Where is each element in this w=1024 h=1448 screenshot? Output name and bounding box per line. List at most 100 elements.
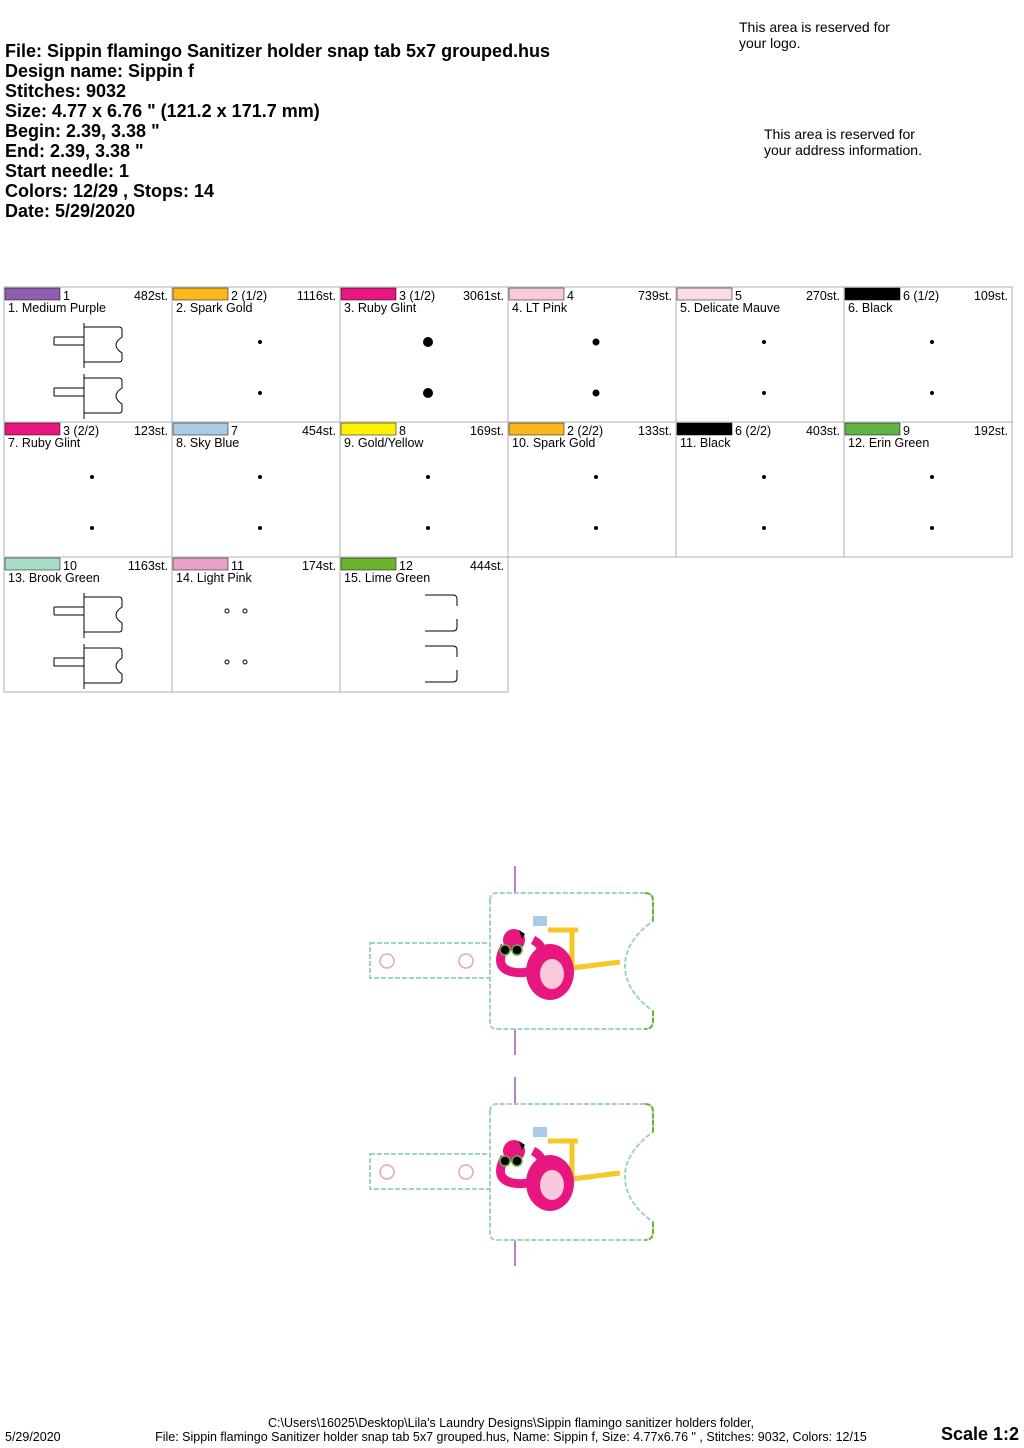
- thumb: [425, 645, 458, 683]
- thumb: [426, 526, 430, 530]
- thumb: [425, 594, 458, 632]
- logo-note: This area is reserved for: [739, 19, 890, 35]
- cell-border: [339, 556, 509, 693]
- thumb: [423, 337, 433, 347]
- color-swatch: [676, 287, 733, 301]
- color-cell: 12 444st. 15. Lime Green: [339, 556, 509, 693]
- color-cell: 8 169st. 9. Gold/Yellow: [339, 421, 509, 558]
- thumb: [592, 338, 600, 346]
- header-line: Colors: 12/29 , Stops: 14: [5, 181, 214, 201]
- needle-label: 6 (2/2): [735, 424, 771, 438]
- color-cell: 1 482st. 1. Medium Purple: [3, 286, 173, 423]
- needle-label: 3 (2/2): [63, 424, 99, 438]
- header-line: Size: 4.77 x 6.76 " (121.2 x 171.7 mm): [5, 101, 320, 121]
- color-swatch: [4, 287, 61, 301]
- color-cell: 2 (1/2) 1116st. 2. Spark Gold: [171, 286, 341, 423]
- stitch-count: 3061st.: [463, 289, 504, 303]
- color-cell: 5 270st. 5. Delicate Mauve: [675, 286, 845, 423]
- color-name: 15. Lime Green: [344, 571, 430, 585]
- color-name: 3. Ruby Glint: [344, 301, 417, 315]
- thumb: [592, 389, 600, 397]
- color-name: 6. Black: [848, 301, 893, 315]
- thumb: [426, 475, 430, 479]
- color-swatch: [4, 422, 61, 436]
- header-line: Date: 5/29/2020: [5, 201, 135, 221]
- needle-label: 7: [231, 424, 238, 438]
- thumb: [53, 593, 123, 638]
- stitch-count: 454st.: [302, 424, 336, 438]
- color-name: 10. Spark Gold: [512, 436, 595, 450]
- color-name: 9. Gold/Yellow: [344, 436, 424, 450]
- stitch-count: 444st.: [470, 559, 504, 573]
- thumb: [594, 526, 598, 530]
- color-cell: 6 (1/2) 109st. 6. Black: [843, 286, 1013, 423]
- thumb: [53, 374, 123, 419]
- thumb: [242, 608, 248, 614]
- logo-note: your logo.: [739, 35, 800, 51]
- header-line: Stitches: 9032: [5, 81, 126, 101]
- thumb: [224, 659, 230, 665]
- stitch-count: 123st.: [134, 424, 168, 438]
- stitch-count: 192st.: [974, 424, 1008, 438]
- needle-label: 11: [231, 559, 244, 573]
- thumb: [930, 391, 934, 395]
- header-line: Start needle: 1: [5, 161, 129, 181]
- color-swatch: [508, 422, 565, 436]
- thumb: [930, 340, 934, 344]
- color-swatch: [676, 422, 733, 436]
- thumb: [762, 526, 766, 530]
- thumb: [90, 526, 94, 530]
- needle-label: 4: [567, 289, 574, 303]
- color-cell: 11 174st. 14. Light Pink: [171, 556, 341, 693]
- header-line: Begin: 2.39, 3.38 ": [5, 121, 160, 141]
- thumb: [762, 475, 766, 479]
- thumb: [242, 659, 248, 665]
- color-cell: 3 (1/2) 3061st. 3. Ruby Glint: [339, 286, 509, 423]
- design-preview: [370, 866, 653, 1055]
- color-swatch: [172, 557, 229, 571]
- thumb: [258, 475, 262, 479]
- thumb: [423, 388, 433, 398]
- needle-label: 8: [399, 424, 406, 438]
- color-cell: 9 192st. 12. Erin Green: [843, 421, 1013, 558]
- footer-path: C:\Users\16025\Desktop\Lila's Laundry De…: [268, 1416, 754, 1430]
- thumb: [930, 526, 934, 530]
- needle-label: 2 (1/2): [231, 289, 267, 303]
- color-name: 5. Delicate Mauve: [680, 301, 780, 315]
- needle-label: 2 (2/2): [567, 424, 603, 438]
- needle-label: 10: [63, 559, 77, 573]
- color-swatch: [340, 422, 397, 436]
- needle-label: 12: [399, 559, 413, 573]
- color-swatch: [340, 287, 397, 301]
- thumb: [258, 526, 262, 530]
- header-line: Design name: Sippin f: [5, 61, 195, 81]
- color-cell: 6 (2/2) 403st. 11. Black: [675, 421, 845, 558]
- stitch-count: 174st.: [302, 559, 336, 573]
- color-name: 13. Brook Green: [8, 571, 100, 585]
- stitch-count: 482st.: [134, 289, 168, 303]
- needle-label: 1: [63, 289, 70, 303]
- footer-scale: Scale 1:2: [941, 1424, 1019, 1444]
- stitch-count: 133st.: [638, 424, 672, 438]
- color-name: 4. LT Pink: [512, 301, 568, 315]
- needle-label: 5: [735, 289, 742, 303]
- stitch-count: 403st.: [806, 424, 840, 438]
- thumb: [53, 323, 123, 368]
- cell-border: [843, 421, 1013, 558]
- thumb: [930, 475, 934, 479]
- thumb: [594, 475, 598, 479]
- color-cell: 2 (2/2) 133st. 10. Spark Gold: [507, 421, 677, 558]
- stitch-count: 1116st.: [297, 289, 336, 303]
- thumb: [258, 340, 262, 344]
- thumb: [53, 644, 123, 689]
- color-swatch: [844, 422, 901, 436]
- design-preview: [370, 1077, 653, 1266]
- color-swatch: [844, 287, 901, 301]
- color-cell: 7 454st. 8. Sky Blue: [171, 421, 341, 558]
- color-cell: 4 739st. 4. LT Pink: [507, 286, 677, 423]
- color-name: 7. Ruby Glint: [8, 436, 81, 450]
- color-name: 2. Spark Gold: [176, 301, 252, 315]
- thumb: [224, 608, 230, 614]
- header-line: File: Sippin flamingo Sanitizer holder s…: [5, 41, 550, 61]
